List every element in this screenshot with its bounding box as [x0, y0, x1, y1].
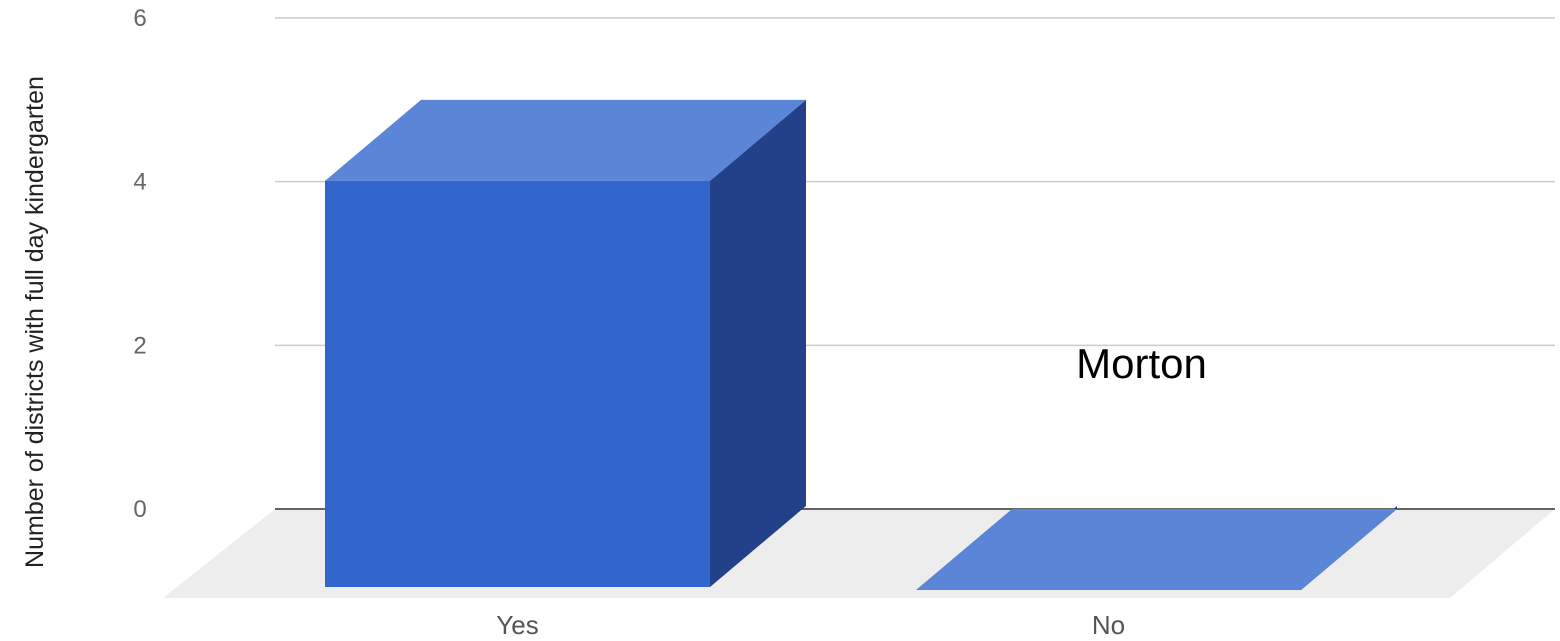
y-tick-label: 2: [133, 332, 146, 359]
y-tick-label: 0: [133, 496, 146, 523]
bar-side-face: [710, 99, 806, 587]
bar-front-face: [325, 180, 710, 588]
bar: [916, 506, 1397, 590]
bar-top-face: [325, 99, 806, 181]
x-category-label: No: [1092, 610, 1125, 640]
annotations: Morton: [1076, 340, 1207, 387]
bar-annotation-label: Morton: [1076, 340, 1207, 387]
bar: [325, 99, 806, 588]
y-axis-title: Number of districts with full day kinder…: [21, 76, 49, 568]
bars: [325, 99, 1397, 590]
x-axis-category-labels: Yes No: [496, 610, 1125, 640]
y-axis-tick-labels: 0 2 4 6: [133, 5, 146, 523]
x-category-label: Yes: [496, 610, 538, 640]
y-tick-label: 4: [133, 169, 146, 196]
bar-top-face: [916, 509, 1397, 590]
y-tick-label: 6: [133, 5, 146, 32]
